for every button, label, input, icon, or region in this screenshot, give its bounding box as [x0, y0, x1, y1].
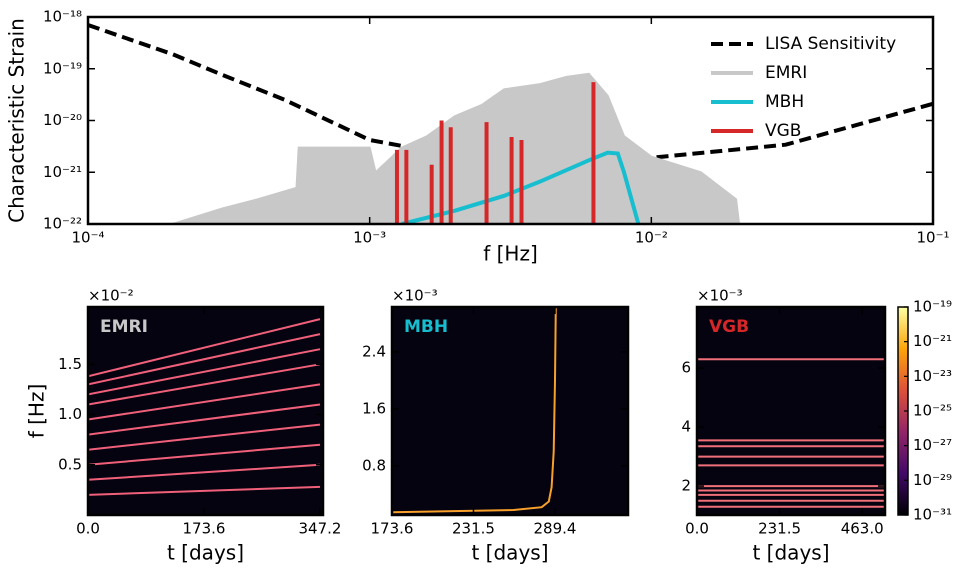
x-tick-label: 10⁻¹ — [916, 229, 949, 247]
colorbar-tick-label: 10⁻¹⁹ — [913, 298, 952, 316]
offset-text: ×10⁻³ — [697, 287, 743, 305]
track — [88, 363, 321, 406]
legend-label: VGB — [765, 121, 801, 141]
track — [88, 443, 321, 466]
colorbar-tick-label: 10⁻²¹ — [913, 332, 952, 350]
x-tick-label: 10⁻⁴ — [71, 229, 104, 247]
x-tick-label: 10⁻³ — [353, 229, 386, 247]
track — [88, 403, 321, 436]
y-tick-label: 1.6 — [362, 399, 386, 417]
legend-label: EMRI — [765, 63, 807, 83]
plot-area — [88, 23, 933, 224]
colorbar-tick-label: 10⁻²³ — [913, 367, 952, 385]
spectrogram-background — [392, 307, 628, 515]
plot-area — [392, 307, 628, 515]
x-tick-label: 289.4 — [533, 520, 576, 538]
x-tick-label: 347.2 — [299, 520, 342, 538]
colorbar-tick-label: 10⁻²⁹ — [913, 471, 952, 489]
y-tick-label: 10⁻¹⁹ — [43, 59, 82, 77]
track — [88, 463, 321, 481]
spectrogram-background — [88, 307, 323, 515]
x-tick-label: 0.0 — [685, 520, 709, 538]
x-tick-label: 173.6 — [183, 520, 226, 538]
panel-label: MBH — [404, 317, 448, 337]
plot-area — [697, 307, 885, 515]
y-tick-label: 0.5 — [58, 455, 82, 473]
y-tick-label: 6 — [681, 359, 691, 377]
axes-frame — [86, 305, 325, 517]
axes-frame — [390, 305, 630, 517]
track — [88, 318, 321, 378]
y-tick-label: 4 — [681, 418, 691, 436]
track — [392, 307, 557, 514]
x-tick-label: 231.5 — [452, 520, 495, 538]
track — [88, 348, 321, 396]
x-axis-label: t [days] — [752, 541, 829, 565]
y-tick-label: 10⁻¹⁸ — [43, 8, 82, 26]
colorbar-tick-label: 10⁻³¹ — [913, 506, 952, 524]
axes-frame — [695, 305, 887, 517]
legend-label: MBH — [765, 92, 804, 112]
x-tick-label: 0.0 — [76, 520, 100, 538]
y-tick-label: 1.0 — [58, 405, 82, 423]
x-tick-label: 231.5 — [758, 520, 801, 538]
y-axis-label: Characteristic Strain — [5, 18, 29, 223]
y-tick-label: 10⁻²² — [43, 215, 82, 233]
plot-area — [88, 307, 323, 515]
curve — [88, 23, 933, 170]
track — [88, 333, 321, 386]
track — [88, 423, 321, 451]
x-tick-label: 173.6 — [371, 520, 414, 538]
offset-text: ×10⁻³ — [392, 287, 438, 305]
x-axis-label: t [days] — [167, 541, 244, 565]
y-tick-label: 10⁻²¹ — [43, 163, 82, 181]
x-tick-label: 463.0 — [841, 520, 884, 538]
x-tick-label: 10⁻² — [635, 229, 668, 247]
legend-label: LISA Sensitivity — [765, 34, 896, 54]
y-tick-label: 2 — [681, 477, 691, 495]
offset-text: ×10⁻² — [88, 287, 134, 305]
y-tick-label: 1.5 — [58, 355, 82, 373]
y-tick-label: 10⁻²⁰ — [43, 111, 82, 129]
spectrogram-background — [697, 307, 885, 515]
y-tick-label: 0.8 — [362, 456, 386, 474]
panel-label: VGB — [709, 317, 749, 337]
colorbar-tick-label: 10⁻²⁷ — [913, 436, 952, 454]
x-axis-label: f [Hz] — [483, 242, 538, 266]
x-axis-label: t [days] — [471, 541, 548, 565]
colorbar-tick-label: 10⁻²⁵ — [913, 402, 952, 420]
y-axis-label: f [Hz] — [25, 384, 49, 439]
track — [88, 383, 321, 421]
panel-label: EMRI — [100, 317, 148, 337]
track — [88, 485, 321, 496]
emri-area — [171, 72, 741, 224]
y-tick-label: 2.4 — [362, 342, 386, 360]
